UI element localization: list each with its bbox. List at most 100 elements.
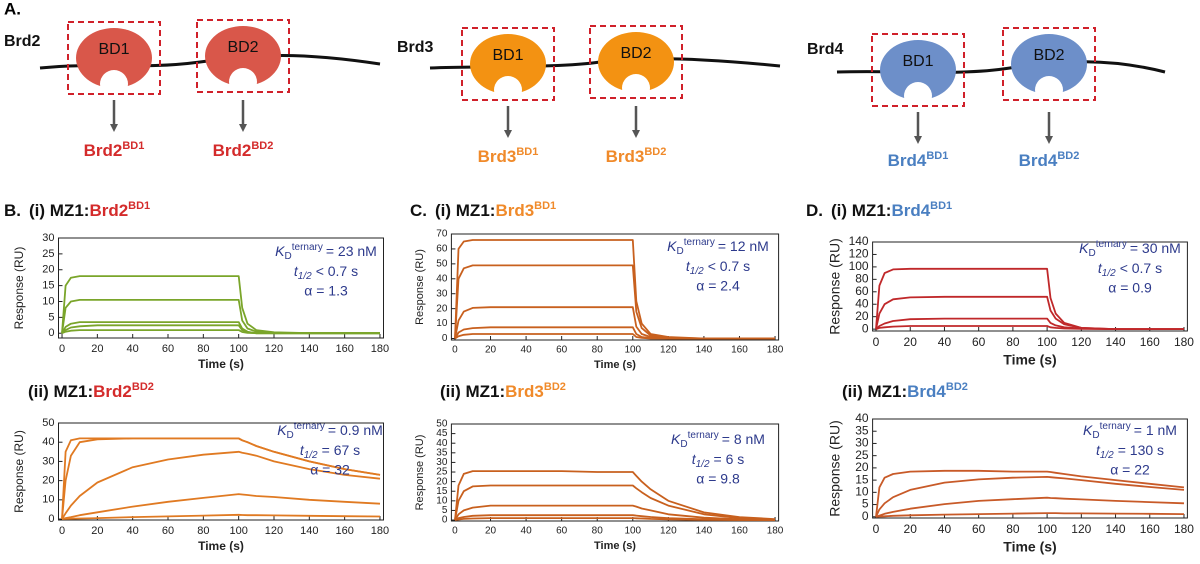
kd-sub: D bbox=[1092, 430, 1099, 441]
y-tick-label: 50 bbox=[436, 419, 448, 430]
kd-symbol: K bbox=[1083, 422, 1093, 438]
panel-label: C. bbox=[410, 201, 427, 220]
x-axis-label: Time (s) bbox=[198, 539, 244, 553]
x-tick-label: 140 bbox=[696, 345, 713, 356]
domain-shape bbox=[205, 26, 281, 86]
t-symbol: t bbox=[1096, 442, 1101, 458]
sensorgram-line bbox=[875, 476, 1185, 518]
t-half-annotation: t1/2 < 0.7 s bbox=[686, 258, 750, 277]
y-tick-label: 30 bbox=[42, 455, 54, 467]
y-tick-label: 0 bbox=[48, 513, 54, 525]
y-tick-label: 80 bbox=[855, 272, 869, 286]
kd-value: = 30 nM bbox=[1130, 240, 1181, 256]
y-axis-label: Response (RU) bbox=[827, 238, 843, 334]
domain-pocket bbox=[1035, 76, 1063, 104]
x-tick-label: 180 bbox=[1174, 522, 1194, 536]
x-tick-label: 40 bbox=[127, 525, 139, 537]
alpha-annotation: α = 32 bbox=[310, 462, 350, 478]
kd-annotation: KDternary = 1 nM bbox=[1083, 421, 1177, 441]
t-symbol: t bbox=[300, 442, 305, 458]
y-tick-label: 5 bbox=[442, 505, 448, 516]
title-name: Brd2 bbox=[89, 201, 128, 220]
plot-frame bbox=[58, 422, 384, 521]
x-tick-label: 120 bbox=[1071, 335, 1091, 349]
y-tick-label: 35 bbox=[855, 423, 869, 437]
y-axis-label: Response (RU) bbox=[827, 420, 843, 516]
y-tick-label: 0 bbox=[48, 327, 54, 339]
domain-shape bbox=[470, 34, 546, 94]
kd-value: = 1 nM bbox=[1134, 422, 1177, 438]
kd-annotation: KDternary = 12 nM bbox=[667, 237, 769, 257]
chart-title: C. (i) MZ1:Brd3BD1 bbox=[410, 200, 556, 221]
domain-product: Brd2BD2 bbox=[213, 140, 274, 161]
kd-sup: ternary bbox=[684, 237, 715, 248]
x-tick-label: 100 bbox=[1037, 522, 1057, 536]
sensorgram-line bbox=[61, 493, 381, 520]
x-tick-label: 140 bbox=[300, 343, 318, 355]
x-tick-label: 60 bbox=[162, 525, 174, 537]
kd-sup: ternary bbox=[1100, 421, 1131, 432]
title-prefix: (i) MZ1: bbox=[831, 201, 891, 220]
x-tick-label: 0 bbox=[873, 335, 880, 349]
sensorgram-line bbox=[61, 437, 381, 520]
y-tick-label: 45 bbox=[436, 428, 448, 439]
x-tick-label: 40 bbox=[938, 335, 952, 349]
x-tick-label: 160 bbox=[1140, 522, 1160, 536]
domain-label: BD2 bbox=[620, 45, 651, 62]
y-tick-label: 20 bbox=[42, 475, 54, 487]
domain-label: BD1 bbox=[902, 53, 933, 70]
domain-box bbox=[67, 21, 161, 95]
domain-product: Brd3BD2 bbox=[606, 146, 667, 167]
sensorgram-line bbox=[875, 496, 1185, 518]
x-tick-label: 20 bbox=[485, 345, 497, 356]
product-name: Brd3 bbox=[478, 147, 517, 166]
x-tick-label: 80 bbox=[1006, 335, 1020, 349]
y-tick-label: 60 bbox=[436, 244, 448, 255]
domain-product: Brd3BD1 bbox=[478, 146, 539, 167]
x-tick-label: 180 bbox=[371, 525, 389, 537]
y-tick-label: 50 bbox=[436, 258, 448, 269]
sensorgram-line bbox=[454, 333, 775, 340]
t-sub: 1/2 bbox=[696, 459, 710, 470]
product-sup: BD2 bbox=[644, 146, 666, 158]
kd-symbol: K bbox=[667, 238, 677, 254]
y-tick-label: 20 bbox=[855, 309, 869, 323]
sensorgram-line bbox=[875, 469, 1185, 517]
title-prefix: (i) MZ1: bbox=[29, 201, 89, 220]
x-tick-label: 100 bbox=[624, 345, 641, 356]
y-axis-label: Response (RU) bbox=[414, 435, 426, 511]
x-tick-label: 20 bbox=[91, 343, 103, 355]
y-tick-label: 15 bbox=[436, 486, 448, 497]
x-tick-label: 40 bbox=[938, 522, 952, 536]
y-tick-label: 0 bbox=[862, 321, 869, 335]
plot-frame bbox=[872, 241, 1188, 332]
x-tick-label: 60 bbox=[972, 522, 986, 536]
panel-label: B. bbox=[4, 201, 21, 220]
y-tick-label: 20 bbox=[42, 264, 54, 276]
x-tick-label: 0 bbox=[452, 526, 458, 537]
x-tick-label: 120 bbox=[660, 526, 677, 537]
title-sup: BD1 bbox=[128, 200, 150, 212]
x-tick-label: 40 bbox=[521, 526, 533, 537]
y-tick-label: 60 bbox=[855, 284, 869, 298]
t-sub: 1/2 bbox=[298, 271, 312, 282]
plot-frame bbox=[58, 237, 384, 339]
domain-pocket bbox=[100, 70, 128, 98]
y-tick-label: 30 bbox=[42, 232, 54, 244]
title-prefix: (ii) MZ1: bbox=[842, 382, 907, 401]
alpha-annotation: α = 9.8 bbox=[696, 471, 740, 487]
title-sup: BD1 bbox=[930, 200, 952, 212]
x-tick-label: 80 bbox=[592, 345, 604, 356]
kd-symbol: K bbox=[277, 422, 287, 438]
plot-frame bbox=[450, 233, 780, 341]
product-sup: BD1 bbox=[516, 146, 538, 158]
domain-box bbox=[461, 27, 555, 101]
x-tick-label: 140 bbox=[300, 525, 318, 537]
domain-pocket bbox=[494, 76, 522, 104]
sensorgram-line bbox=[454, 484, 776, 521]
x-tick-label: 80 bbox=[197, 525, 209, 537]
product-sup: BD1 bbox=[122, 140, 144, 152]
y-tick-label: 10 bbox=[42, 494, 54, 506]
x-tick-label: 140 bbox=[696, 526, 713, 537]
